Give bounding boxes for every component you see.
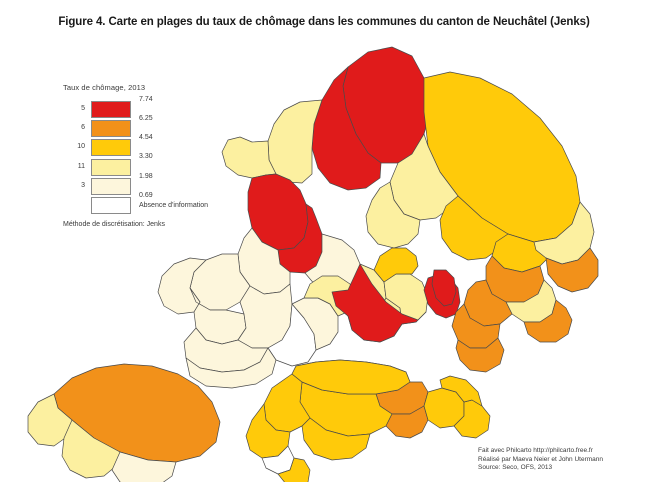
legend-break-value: 1.98 xyxy=(139,172,153,180)
commune-area[interactable] xyxy=(523,299,573,343)
legend-classes: 5 7.74 6.25 6 4.54 10 3.30 11 1.98 3 0.69 Absence d… xyxy=(63,96,253,215)
legend-label-no-data: Absence d'information xyxy=(139,201,209,209)
legend-title: Taux de chômage, 2013 xyxy=(63,83,146,92)
commune-area[interactable] xyxy=(291,359,411,395)
commune-area[interactable] xyxy=(455,337,505,373)
legend-class-count: 3 xyxy=(81,181,85,189)
commune-area[interactable] xyxy=(545,247,599,293)
commune-area[interactable] xyxy=(111,451,177,482)
map-legend: Taux de chômage, 2013 5 7.74 6.25 6 4.54 10 3.… xyxy=(63,83,253,215)
legend-row: 3 0.69 xyxy=(63,177,253,199)
commune-area[interactable] xyxy=(439,375,483,407)
legend-row: 5 7.74 6.25 xyxy=(63,96,253,122)
page-title: Figure 4. Carte en plages du taux de chô… xyxy=(58,16,590,28)
legend-break-value: 6.25 xyxy=(139,115,153,122)
commune-area[interactable] xyxy=(439,195,509,261)
commune-area[interactable] xyxy=(61,419,121,479)
commune-area[interactable] xyxy=(331,263,427,343)
commune-area[interactable] xyxy=(301,417,371,461)
choropleth-map[interactable] xyxy=(0,42,648,482)
legend-class-count: 6 xyxy=(81,124,85,132)
commune-area[interactable] xyxy=(185,347,277,389)
legend-color-swatch xyxy=(91,177,131,195)
legend-color-swatch-no-data xyxy=(91,196,131,214)
legend-color-swatch xyxy=(91,120,131,138)
legend-row: 11 1.98 xyxy=(63,158,253,180)
legend-color-swatch xyxy=(91,101,131,118)
commune-layer xyxy=(27,46,599,482)
legend-break-value: 0.69 xyxy=(139,191,153,199)
commune-area[interactable] xyxy=(373,247,419,283)
legend-row-no-data: Absence d'information xyxy=(63,196,253,215)
legend-break-value: 4.54 xyxy=(139,134,153,142)
legend-class-count: 10 xyxy=(77,143,85,151)
map-credits: Fait avec Philcarto http://philcarto.fre… xyxy=(478,447,603,473)
discretisation-method-note: Méthode de discrétisation: Jenks xyxy=(63,221,165,228)
legend-break-value: 7.74 xyxy=(139,96,153,103)
legend-color-swatch xyxy=(91,139,131,157)
legend-break-value: 3.30 xyxy=(139,153,153,161)
commune-area[interactable] xyxy=(221,136,277,179)
commune-area[interactable] xyxy=(385,405,429,439)
commune-area[interactable] xyxy=(431,269,457,307)
credits-line-source: Source: Seco, OFS, 2013 xyxy=(478,464,553,472)
credits-line-authors: Réalisé par Maeva Neier et John Utermann xyxy=(478,455,604,463)
commune-area[interactable] xyxy=(27,393,73,447)
commune-area[interactable] xyxy=(277,203,323,274)
legend-color-swatch xyxy=(91,158,131,176)
legend-class-count: 11 xyxy=(77,162,85,170)
legend-row: 10 3.30 xyxy=(63,138,253,161)
commune-area[interactable] xyxy=(533,201,595,265)
legend-row: 6 4.54 xyxy=(63,119,253,142)
commune-area[interactable] xyxy=(277,457,311,482)
credits-line-philcarto: Fait avec Philcarto http://philcarto.fre… xyxy=(478,447,593,454)
legend-class-count: 5 xyxy=(81,105,85,112)
